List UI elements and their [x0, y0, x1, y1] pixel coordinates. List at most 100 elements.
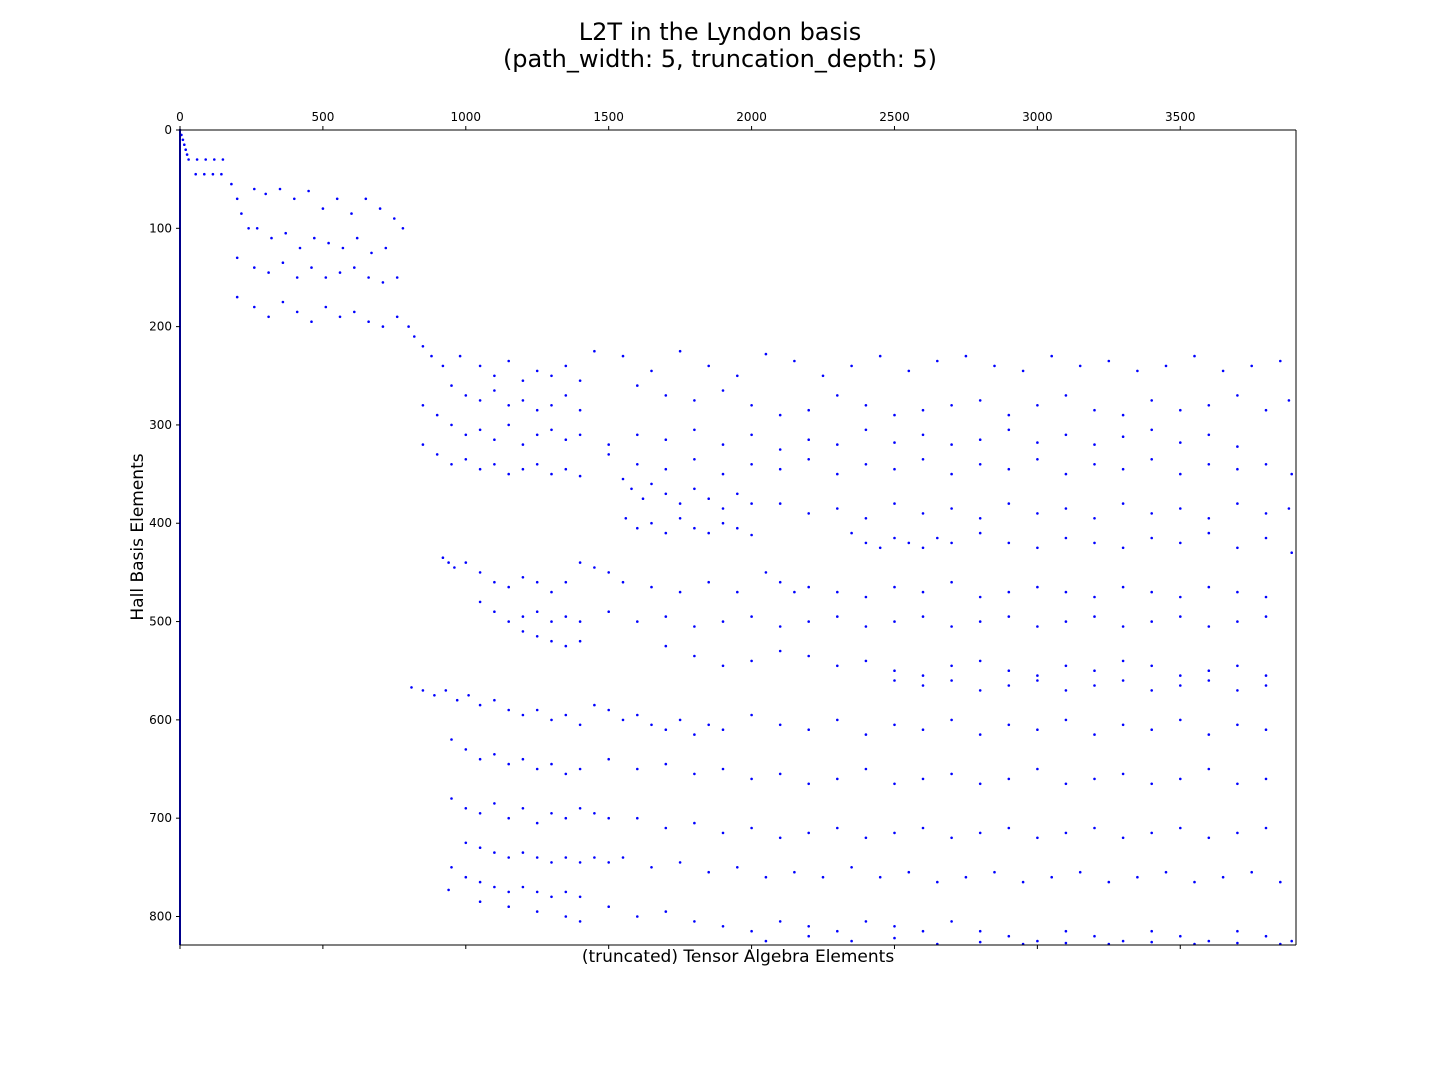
data-point — [664, 728, 668, 731]
data-point — [1164, 870, 1168, 874]
data-point — [278, 187, 282, 191]
data-point — [721, 767, 725, 771]
data-point — [850, 364, 853, 368]
data-point — [1179, 541, 1182, 545]
data-point — [1093, 541, 1096, 545]
data-point — [850, 939, 853, 943]
data-point — [1007, 777, 1011, 781]
data-point — [778, 723, 782, 727]
data-point — [410, 686, 413, 689]
data-point — [864, 404, 868, 407]
data-point — [253, 187, 256, 191]
data-point — [721, 831, 725, 835]
data-point — [413, 335, 416, 338]
data-point — [836, 615, 839, 618]
data-point — [764, 352, 768, 356]
data-point — [578, 639, 582, 643]
data-point — [1236, 467, 1239, 471]
data-point — [220, 172, 223, 176]
data-point — [864, 595, 868, 599]
data-point — [693, 920, 696, 923]
data-point — [535, 821, 539, 825]
data-point — [621, 354, 625, 358]
plot-area — [180, 130, 1296, 945]
data-point — [1150, 512, 1153, 515]
data-point — [607, 905, 610, 908]
data-point — [936, 536, 939, 540]
data-point — [721, 521, 725, 525]
data-point — [240, 212, 243, 215]
data-point — [836, 664, 839, 668]
x-axis-label: (truncated) Tensor Algebra Elements — [582, 947, 895, 967]
data-point — [450, 797, 453, 800]
data-point — [850, 866, 853, 869]
data-point — [693, 772, 696, 776]
data-point — [836, 472, 839, 476]
x-tick-label: 3500 — [1165, 110, 1196, 124]
data-point — [535, 890, 539, 894]
data-point — [433, 694, 436, 697]
data-point — [493, 885, 496, 889]
data-point — [535, 856, 539, 859]
data-point — [550, 895, 553, 899]
data-point — [564, 772, 568, 776]
data-point — [353, 266, 356, 269]
data-point — [921, 684, 925, 687]
data-point — [458, 354, 462, 358]
data-point — [807, 438, 810, 442]
data-point — [367, 276, 370, 279]
data-point — [1264, 615, 1268, 618]
data-point — [578, 807, 582, 810]
data-point — [535, 463, 539, 466]
data-point — [778, 467, 782, 471]
data-point — [353, 310, 356, 314]
data-point — [1036, 939, 1039, 943]
data-point — [950, 772, 953, 776]
data-point — [593, 349, 596, 353]
data-point — [664, 826, 668, 830]
data-point — [564, 364, 568, 368]
data-point — [421, 404, 425, 407]
data-point — [721, 925, 725, 928]
data-point — [1121, 939, 1125, 943]
data-point — [693, 428, 696, 432]
data-point — [778, 413, 782, 417]
data-point — [807, 728, 810, 731]
data-point — [921, 728, 925, 731]
data-point — [441, 364, 445, 368]
data-point — [621, 477, 625, 481]
data-point — [267, 315, 270, 319]
data-point — [807, 458, 810, 461]
data-point — [310, 266, 313, 269]
data-point — [578, 561, 582, 564]
data-point — [235, 256, 239, 260]
data-point — [978, 782, 982, 786]
data-point — [1264, 826, 1268, 830]
x-tick-label: 1500 — [593, 110, 624, 124]
data-point — [295, 310, 299, 314]
data-point — [664, 438, 668, 442]
data-point — [678, 517, 682, 520]
data-point — [1021, 369, 1025, 373]
data-point — [721, 443, 725, 446]
data-point — [1221, 369, 1225, 373]
data-point — [521, 443, 525, 446]
data-point — [707, 580, 710, 584]
data-point — [707, 870, 710, 874]
data-point — [1007, 467, 1011, 471]
data-point — [836, 394, 839, 397]
data-point — [1121, 679, 1125, 682]
y-tick-label: 200 — [149, 320, 172, 334]
data-point — [1236, 941, 1239, 945]
data-point — [255, 227, 259, 230]
data-point — [764, 875, 768, 879]
data-point — [836, 929, 839, 933]
data-point — [450, 866, 453, 869]
data-point — [1007, 413, 1011, 417]
data-point — [293, 197, 296, 201]
data-point — [650, 521, 653, 525]
data-point — [778, 920, 782, 923]
data-point — [921, 433, 925, 437]
data-point — [1036, 585, 1039, 589]
data-point — [1007, 541, 1011, 545]
